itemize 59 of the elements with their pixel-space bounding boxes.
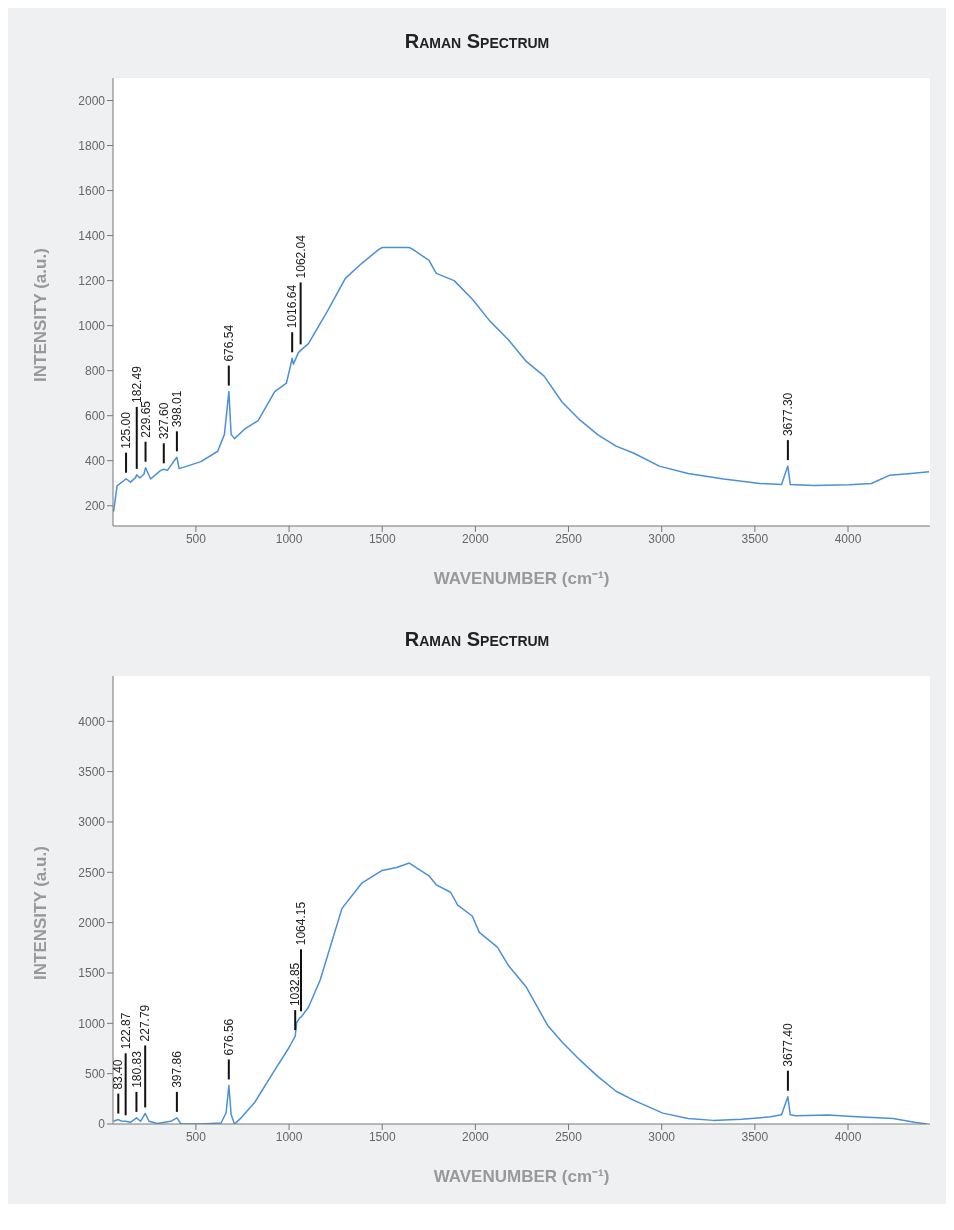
y-tick-label: 3500 xyxy=(78,764,106,779)
y-tick-label: 2000 xyxy=(78,93,106,108)
y-tick-label: 4000 xyxy=(78,714,106,729)
y-tick-label: 1800 xyxy=(78,138,106,153)
chart-title: Raman Spectrum xyxy=(403,29,551,54)
y-tick-label: 800 xyxy=(84,363,106,378)
y-axis-title: INTENSITY (a.u.) xyxy=(31,846,51,980)
annotation: 1064.15 xyxy=(294,901,309,946)
annotation: 3677.40 xyxy=(781,1023,796,1067)
annotation: 397.86 xyxy=(170,1050,185,1088)
y-tick-label: 1600 xyxy=(78,183,106,198)
annotation: 3677.30 xyxy=(781,392,796,437)
x-tick-label: 3000 xyxy=(648,531,676,546)
x-tick-label: 1500 xyxy=(368,1129,396,1144)
y-tick-label: 0 xyxy=(98,1117,106,1132)
y-tick-label: 1000 xyxy=(78,318,106,333)
y-tick-label: 1200 xyxy=(78,273,106,288)
x-tick-label: 2000 xyxy=(462,531,490,546)
annotation: 122.87 xyxy=(118,1012,133,1050)
x-tick-label: 3500 xyxy=(741,531,769,546)
annotation: 182.49 xyxy=(129,365,144,403)
annotation: 398.01 xyxy=(170,390,185,428)
annotation: 1062.04 xyxy=(293,234,308,279)
y-tick-label: 1400 xyxy=(78,228,106,243)
annotation: 227.79 xyxy=(138,1004,153,1042)
y-tick-label: 200 xyxy=(84,499,106,513)
y-tick-label: 400 xyxy=(84,453,106,468)
x-tick-label: 1500 xyxy=(368,531,396,546)
annotation: 1016.64 xyxy=(285,284,300,329)
y-tick-label: 1500 xyxy=(78,966,106,981)
x-tick-label: 4000 xyxy=(834,531,862,546)
x-tick-label: 3500 xyxy=(741,1129,769,1144)
annotation: 125.00 xyxy=(119,411,134,449)
annotation: 327.60 xyxy=(156,402,171,440)
annotation: 1032.85 xyxy=(288,962,303,1007)
x-tick-label: 500 xyxy=(185,531,207,546)
x-tick-label: 4000 xyxy=(834,1129,862,1144)
x-axis-title: WAVENUMBER (cm⁻¹) xyxy=(433,569,610,588)
x-axis-title: WAVENUMBER (cm⁻¹) xyxy=(433,1167,610,1186)
annotation: 676.56 xyxy=(222,1018,237,1056)
annotation: 180.83 xyxy=(129,1050,144,1088)
y-tick-label: 600 xyxy=(84,408,106,423)
x-tick-label: 500 xyxy=(185,1129,207,1144)
x-tick-label: 1000 xyxy=(275,531,303,546)
chart-title: Raman Spectrum xyxy=(403,627,551,652)
y-tick-label: 500 xyxy=(84,1066,106,1081)
x-tick-label: 2500 xyxy=(555,531,583,546)
x-tick-label: 2000 xyxy=(462,1129,490,1144)
x-tick-label: 2500 xyxy=(555,1129,583,1144)
y-tick-label: 2000 xyxy=(78,915,106,930)
x-tick-label: 1000 xyxy=(275,1129,303,1144)
y-tick-label: 2500 xyxy=(78,865,106,880)
x-tick-label: 3000 xyxy=(648,1129,676,1144)
y-tick-label: 3000 xyxy=(78,815,106,830)
annotation: 83.40 xyxy=(111,1059,126,1090)
annotation: 676.54 xyxy=(222,324,236,362)
y-tick-label: 1000 xyxy=(78,1016,106,1031)
annotation: 229.65 xyxy=(138,400,153,438)
y-axis-title: INTENSITY (a.u.) xyxy=(31,248,51,382)
